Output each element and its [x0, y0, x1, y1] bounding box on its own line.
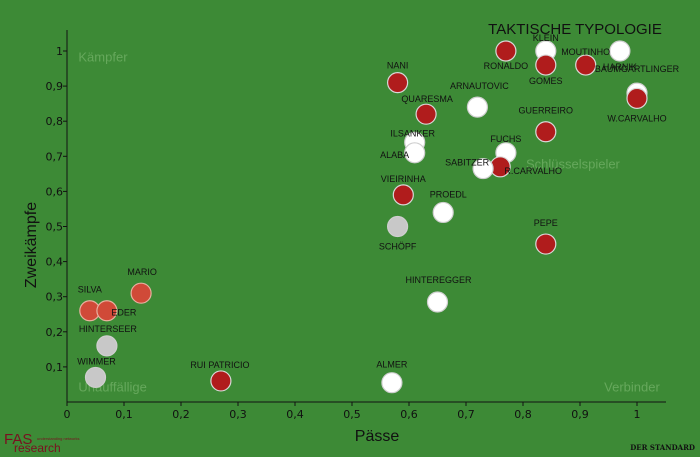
zone-label: Kämpfer: [78, 50, 128, 65]
data-points: [79, 40, 648, 394]
point-label: RUI PATRICIO: [190, 360, 249, 370]
point-label: ALMER: [376, 360, 408, 370]
fas-logo-sub: understanding networks: [37, 436, 79, 441]
point-gomes: [535, 54, 557, 76]
y-ticks: 0,1 0,2 0,3 0,4 0,5 0,6 0,7 0,8 0,9 1: [46, 45, 67, 374]
point-label: VIEIRINHA: [381, 174, 426, 184]
y-tick-label: 0,4: [46, 256, 64, 269]
point-label: EDER: [111, 308, 137, 318]
publisher-logo: DER STANDARD: [630, 443, 695, 452]
point-rui-patricio: [210, 370, 232, 392]
y-tick-label: 0,2: [46, 326, 64, 339]
point-quaresma: [415, 103, 437, 125]
x-tick-label: 0,2: [172, 408, 190, 421]
point-hinterseer: [96, 335, 118, 357]
point-wimmer: [84, 366, 107, 389]
x-tick-label: 0,3: [229, 408, 247, 421]
point-label: SCHÖPF: [379, 242, 417, 252]
point-label: SILVA: [78, 285, 102, 295]
y-tick-label: 0,6: [46, 185, 64, 198]
point-w-carvalho: [626, 87, 648, 109]
y-tick-label: 0,7: [46, 150, 64, 163]
fas-logo-top: FAS: [4, 431, 32, 448]
point-vieirinha: [392, 184, 414, 206]
zone-label: Schlüsselspieler: [526, 157, 621, 172]
point-label: R.CARVALHO: [504, 166, 562, 176]
point-label: GUERREIRO: [519, 106, 574, 116]
point-label: MOUTINHO: [561, 47, 610, 57]
point-sch-pf: [387, 215, 409, 238]
point-arnautovic: [466, 96, 488, 118]
point-nani: [387, 71, 409, 94]
y-tick-label: 0,9: [46, 80, 64, 93]
x-tick-label: 0,8: [514, 408, 532, 421]
point-alaba: [404, 142, 426, 164]
y-tick-label: 0,1: [46, 361, 64, 374]
point-label: MARIO: [127, 267, 157, 277]
point-hinteregger: [426, 291, 449, 313]
point-label: QUARESMA: [401, 94, 453, 104]
point-guerreiro: [535, 121, 557, 143]
point-label: WIMMER: [77, 356, 116, 366]
point-harnik: [609, 40, 631, 62]
point-label: HINTERSEER: [79, 324, 138, 334]
x-tick-label: 1: [634, 408, 641, 421]
y-tick-label: 0,3: [46, 291, 64, 304]
y-axis-label: Zweikämpfe: [23, 202, 40, 288]
point-label: HINTEREGGER: [405, 275, 472, 285]
fas-logo-bottom: research: [14, 441, 61, 455]
point-label: PROEDL: [430, 189, 467, 199]
x-tick-label: 0,6: [400, 408, 418, 421]
point-proedl: [432, 201, 454, 224]
point-label: KLEIN: [533, 33, 559, 43]
point-mario: [130, 282, 152, 304]
x-tick-label: 0,7: [457, 408, 475, 421]
x-tick-label: 0,1: [115, 408, 133, 421]
point-label: ALABA: [380, 150, 409, 160]
point-label: PEPE: [534, 218, 558, 228]
point-label: BAUMGARTLINGER: [595, 64, 680, 74]
point-eder: [96, 300, 118, 322]
zone-label: Verbinder: [604, 379, 660, 394]
point-label: SABITZER: [445, 158, 490, 168]
x-tick-label: 0,5: [343, 408, 361, 421]
y-tick-label: 1: [56, 45, 63, 58]
point-moutinho: [575, 54, 597, 76]
chart-title: TAKTISCHE TYPOLOGIE: [488, 21, 662, 38]
x-tick-label: 0,9: [571, 408, 589, 421]
x-tick-label: 0: [64, 408, 71, 421]
point-label: GOMES: [529, 76, 563, 86]
y-tick-label: 0,8: [46, 115, 64, 128]
point-label: W.CARVALHO: [607, 113, 666, 123]
point-almer: [381, 372, 403, 394]
x-axis-label: Pässe: [355, 428, 400, 445]
y-tick-label: 0,5: [46, 221, 64, 234]
point-label: NANI: [387, 61, 409, 71]
x-tick-label: 0,4: [286, 408, 304, 421]
point-label: HARNIK: [603, 62, 637, 72]
point-label: RONALDO: [484, 61, 529, 71]
point-sabitzer: [472, 157, 494, 180]
point-label: ARNAUTOVIC: [450, 81, 509, 91]
point-pepe: [535, 233, 557, 255]
point-label: FUCHS: [490, 134, 521, 144]
x-ticks: 0 0,1 0,2 0,3 0,4 0,5 0,6 0,7 0,8 0,9 1: [64, 402, 641, 421]
point-ronaldo: [495, 40, 517, 62]
point-label: ILSANKER: [390, 128, 435, 138]
